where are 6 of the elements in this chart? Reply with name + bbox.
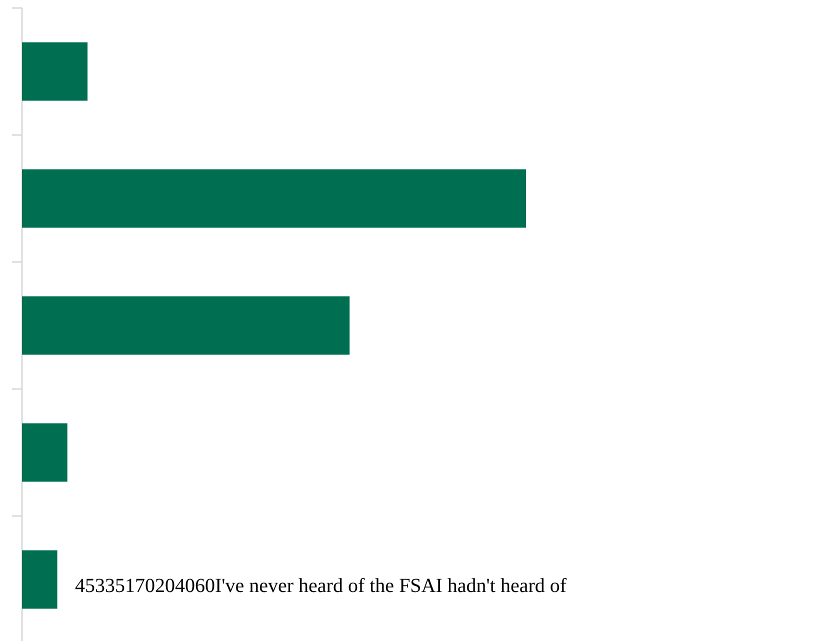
annotation: 45335170204060I've never heard of the FSAI hadn't heard of <box>75 575 567 597</box>
bar <box>22 169 526 228</box>
bar <box>22 550 58 609</box>
bar <box>22 42 88 101</box>
bar <box>22 296 350 355</box>
bar <box>22 423 68 482</box>
